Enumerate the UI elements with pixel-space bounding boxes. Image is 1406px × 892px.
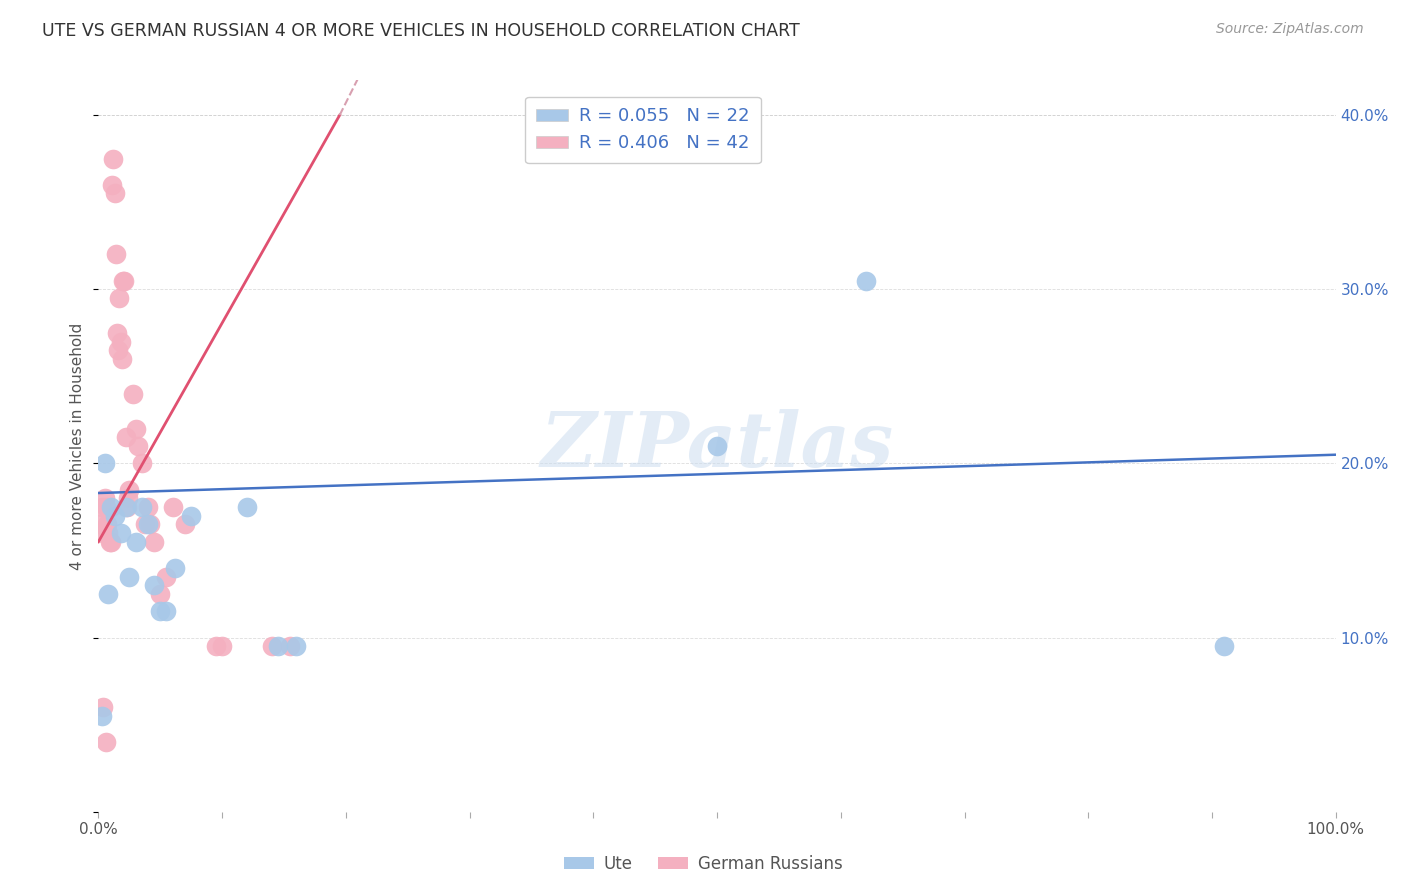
Point [104, 247, 127, 261]
Point [131, 457, 153, 471]
Point [260, 640, 283, 654]
Point [180, 508, 202, 523]
Point [143, 534, 166, 549]
Point [108, 291, 131, 305]
Point [103, 186, 125, 201]
Point [118, 569, 141, 583]
Point [162, 500, 184, 514]
Point [155, 604, 177, 618]
Point [91, 709, 114, 723]
Point [1213, 640, 1236, 654]
Point [110, 526, 132, 541]
Point [124, 421, 146, 435]
Point [107, 343, 129, 358]
Point [93, 491, 115, 506]
Point [100, 534, 122, 549]
Point [97, 526, 120, 541]
Point [706, 439, 728, 453]
Point [93, 526, 115, 541]
Point [110, 334, 132, 349]
Point [143, 578, 166, 592]
Point [149, 604, 172, 618]
Point [124, 534, 146, 549]
Point [174, 517, 197, 532]
Legend: R = 0.055   N = 22, R = 0.406   N = 42: R = 0.055 N = 22, R = 0.406 N = 42 [524, 96, 761, 163]
Point [100, 500, 122, 514]
Point [278, 640, 301, 654]
Point [127, 439, 149, 453]
Point [211, 640, 233, 654]
Point [236, 500, 259, 514]
Legend: Ute, German Russians: Ute, German Russians [557, 848, 849, 880]
Point [111, 351, 134, 366]
Y-axis label: 4 or more Vehicles in Household: 4 or more Vehicles in Household [70, 322, 86, 570]
Point [131, 500, 153, 514]
Point [101, 178, 124, 192]
Point [139, 517, 162, 532]
Point [122, 386, 145, 401]
Point [136, 500, 159, 514]
Point [103, 508, 125, 523]
Point [165, 561, 187, 575]
Point [93, 700, 115, 714]
Point [285, 640, 308, 654]
Point [114, 430, 136, 444]
Point [149, 587, 172, 601]
Point [114, 500, 136, 514]
Point [117, 491, 139, 506]
Point [93, 457, 115, 471]
Point [90, 517, 112, 532]
Point [205, 640, 228, 654]
Point [155, 569, 177, 583]
Point [98, 534, 121, 549]
Point [136, 517, 159, 532]
Point [134, 517, 156, 532]
Point [97, 587, 120, 601]
Point [115, 500, 138, 514]
Text: ZIPatlas: ZIPatlas [540, 409, 894, 483]
Point [118, 483, 141, 497]
Point [105, 326, 128, 340]
Point [91, 500, 114, 514]
Point [112, 274, 135, 288]
Text: UTE VS GERMAN RUSSIAN 4 OR MORE VEHICLES IN HOUSEHOLD CORRELATION CHART: UTE VS GERMAN RUSSIAN 4 OR MORE VEHICLES… [42, 22, 800, 40]
Point [855, 274, 877, 288]
Text: Source: ZipAtlas.com: Source: ZipAtlas.com [1216, 22, 1364, 37]
Point [94, 500, 117, 514]
Point [267, 640, 290, 654]
Point [103, 152, 125, 166]
Point [96, 517, 118, 532]
Point [112, 274, 135, 288]
Point [94, 735, 117, 749]
